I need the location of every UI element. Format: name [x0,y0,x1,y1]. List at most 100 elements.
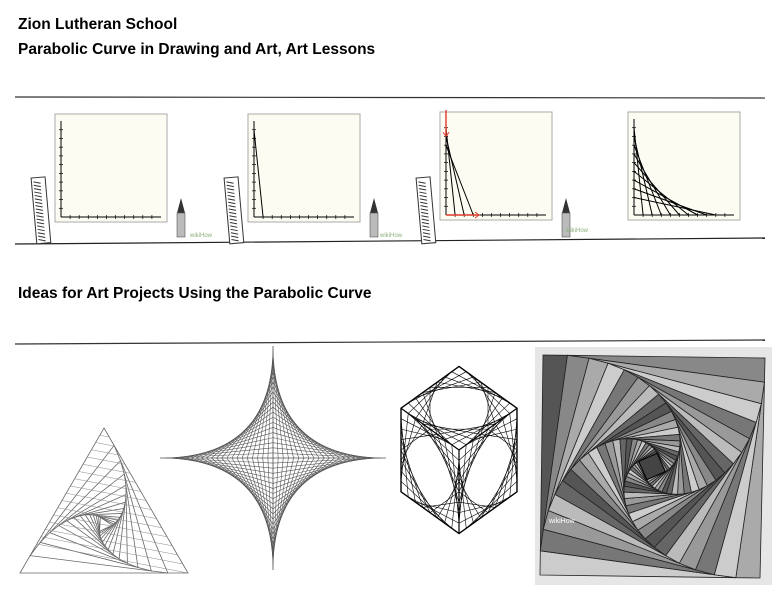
drawing-panel [247,113,361,223]
string-line [165,452,274,459]
string-line [473,376,503,419]
string-line [415,397,445,440]
string-line [429,428,460,492]
arrow-head [442,131,450,138]
string-line [451,413,510,446]
string-line [458,491,489,513]
string-line [272,457,340,505]
string-line [253,129,264,218]
string-line [70,485,147,501]
string-line [61,500,157,519]
string-line [272,457,346,499]
string-line [45,529,178,556]
string-line [633,144,662,216]
divider [14,339,766,345]
string-line [40,536,183,565]
string-line [437,423,496,435]
string-line [262,457,274,560]
watermark: wikiHow [190,233,213,239]
string-line [633,197,716,216]
string-line [458,444,467,524]
pencil-icon [370,198,378,213]
string-line [267,457,274,565]
string-line [445,136,465,216]
string-line [400,470,445,524]
string-line [49,473,139,569]
string-line [272,391,320,459]
string-line [473,428,518,440]
string-line [458,501,503,513]
watermark: wikiHow [566,228,589,234]
string-line [272,457,381,464]
string-line [79,507,125,551]
string-line [216,457,274,515]
string-line [272,457,335,510]
string-line [53,514,168,537]
string-line [272,401,330,459]
string-line [92,514,119,540]
string-line [272,457,330,515]
string-line [57,484,128,564]
string-line [494,439,518,508]
string-line [49,522,173,547]
string-line [422,423,460,482]
string-line [422,381,481,393]
divider [14,237,766,245]
string-line [458,428,489,492]
string-line [415,376,474,399]
string-line [415,418,460,472]
pencil-body [561,212,571,238]
string-line [170,447,274,459]
string-line [458,439,474,513]
pencil-icon [177,198,185,213]
string-line [29,444,169,574]
string-line [400,460,438,519]
drawing-panel [627,111,741,221]
string-line [429,491,460,513]
string-line [487,428,518,451]
drawing-panel [54,113,168,223]
string-line [633,162,680,216]
string-line [400,449,431,513]
section-title: Ideas for Art Projects Using the Parabol… [18,285,372,302]
string-line [480,434,518,440]
watermark: wikiHow [380,233,403,239]
string-line [216,401,274,459]
string-line [272,457,376,469]
string-line [458,501,496,508]
watermark: wikiHow [549,518,575,525]
ruler-icon [223,176,245,245]
page-title: Parabolic Curve in Drawing and Art, Art … [18,41,376,58]
string-line [74,478,141,492]
string-line [458,434,482,503]
string-line [480,382,496,424]
string-line [408,413,460,461]
string-line [95,442,115,447]
string-line [66,493,152,510]
string-line [211,406,274,459]
string-line [175,442,274,459]
string-line [633,153,671,216]
spiral-center [638,452,666,481]
string-line [444,418,503,440]
string-line [36,543,189,574]
string-line [84,513,123,547]
pencil-body [369,212,379,238]
string-line [257,457,274,555]
string-line [82,464,131,474]
string-line [78,471,136,483]
string-line [87,456,126,465]
string-line [91,449,120,456]
string-line [400,423,424,461]
string-line [445,144,474,216]
string-line [226,457,274,525]
string-line [400,418,416,471]
string-line [39,459,152,572]
string-line [73,501,126,555]
string-line [221,457,274,520]
string-line [57,507,162,528]
string-line [206,411,274,459]
string-line [98,515,115,535]
string-line [99,516,113,533]
